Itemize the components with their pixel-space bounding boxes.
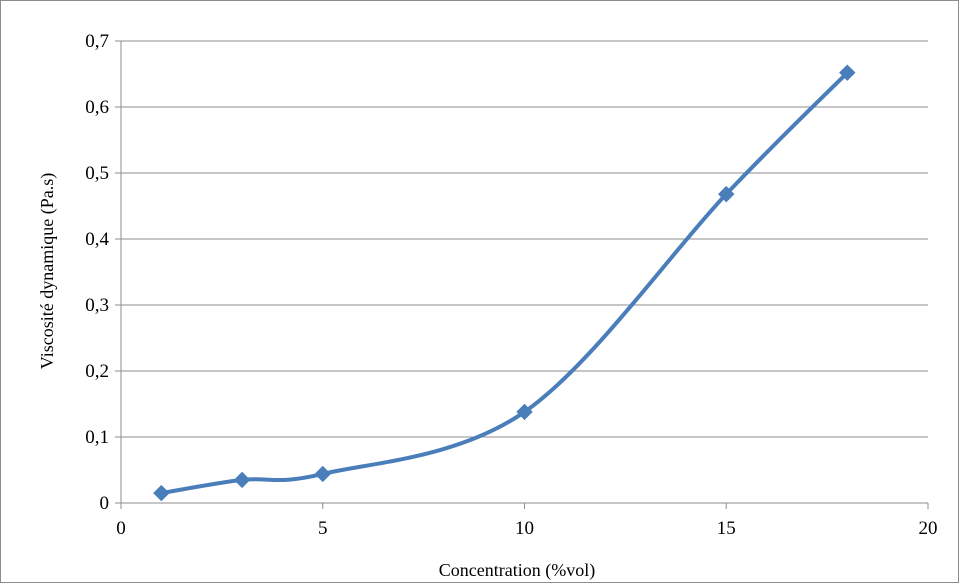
y-tick-label: 0 xyxy=(100,493,110,514)
y-tick-label: 0,4 xyxy=(85,229,109,250)
y-tick-label: 0,1 xyxy=(85,427,109,448)
x-tick-label: 20 xyxy=(919,518,938,539)
x-axis-title: Concentration (%vol) xyxy=(439,560,595,581)
y-tick-labels: 0 0,1 0,2 0,3 0,4 0,5 0,6 0,7 xyxy=(85,31,109,514)
y-axis-title: Viscosité dynamique (Pa.s) xyxy=(37,173,58,369)
x-tick-label: 10 xyxy=(515,518,534,539)
y-tick-label: 0,6 xyxy=(85,97,109,118)
axes xyxy=(115,40,929,509)
y-tick-label: 0,3 xyxy=(85,295,109,316)
data-point xyxy=(839,64,856,81)
data-point xyxy=(233,471,251,489)
x-tick-label: 5 xyxy=(318,518,328,539)
data-point xyxy=(314,465,331,483)
x-tick-labels: 0 5 10 15 20 xyxy=(116,518,937,539)
data-point xyxy=(153,484,170,502)
x-tick-label: 0 xyxy=(116,518,126,539)
x-tick-label: 15 xyxy=(717,518,736,539)
data-point xyxy=(718,185,735,203)
series xyxy=(153,64,856,502)
y-tick-label: 0,7 xyxy=(85,31,109,52)
series-line xyxy=(159,70,850,496)
data-point xyxy=(516,403,533,421)
y-tick-label: 0,2 xyxy=(85,361,109,382)
y-tick-label: 0,5 xyxy=(85,163,109,184)
gridlines xyxy=(121,40,928,438)
